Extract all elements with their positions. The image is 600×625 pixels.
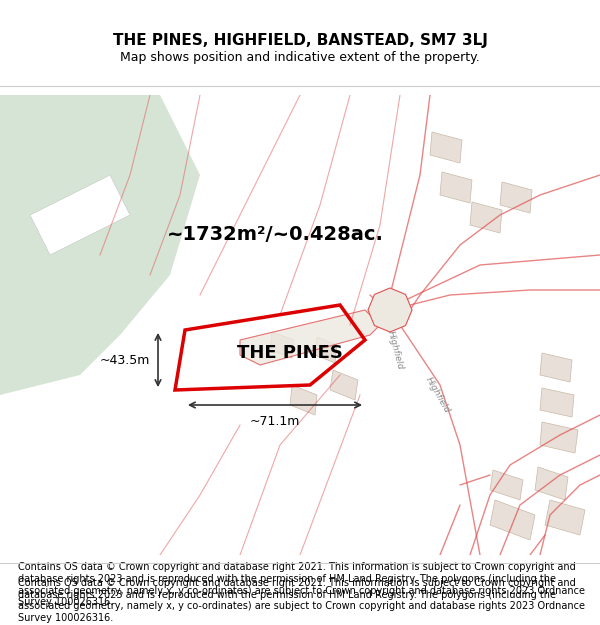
Text: Contains OS data © Crown copyright and database right 2021. This information is : Contains OS data © Crown copyright and d… bbox=[18, 578, 585, 623]
Polygon shape bbox=[490, 470, 523, 500]
Text: Highfield: Highfield bbox=[385, 329, 404, 371]
Text: Highfield: Highfield bbox=[424, 376, 452, 414]
Polygon shape bbox=[490, 500, 535, 540]
Polygon shape bbox=[540, 422, 578, 453]
Polygon shape bbox=[500, 182, 532, 213]
Polygon shape bbox=[240, 310, 380, 365]
Text: THE PINES: THE PINES bbox=[237, 344, 343, 362]
Polygon shape bbox=[540, 388, 574, 417]
Polygon shape bbox=[30, 175, 130, 255]
Polygon shape bbox=[290, 385, 317, 415]
Text: Contains OS data © Crown copyright and database right 2021. This information is : Contains OS data © Crown copyright and d… bbox=[18, 562, 585, 608]
Polygon shape bbox=[330, 370, 358, 400]
Polygon shape bbox=[545, 500, 585, 535]
Text: ~1732m²/~0.428ac.: ~1732m²/~0.428ac. bbox=[167, 226, 383, 244]
Text: Map shows position and indicative extent of the property.: Map shows position and indicative extent… bbox=[120, 51, 480, 64]
Text: THE PINES, HIGHFIELD, BANSTEAD, SM7 3LJ: THE PINES, HIGHFIELD, BANSTEAD, SM7 3LJ bbox=[113, 33, 487, 48]
Polygon shape bbox=[368, 288, 412, 332]
Text: ~71.1m: ~71.1m bbox=[250, 415, 300, 428]
Polygon shape bbox=[270, 332, 294, 358]
Polygon shape bbox=[540, 353, 572, 382]
Polygon shape bbox=[315, 337, 337, 363]
Polygon shape bbox=[0, 95, 200, 395]
Polygon shape bbox=[440, 172, 472, 203]
Polygon shape bbox=[535, 467, 568, 500]
Polygon shape bbox=[430, 132, 462, 163]
Polygon shape bbox=[470, 202, 502, 233]
Text: ~43.5m: ~43.5m bbox=[100, 354, 150, 366]
